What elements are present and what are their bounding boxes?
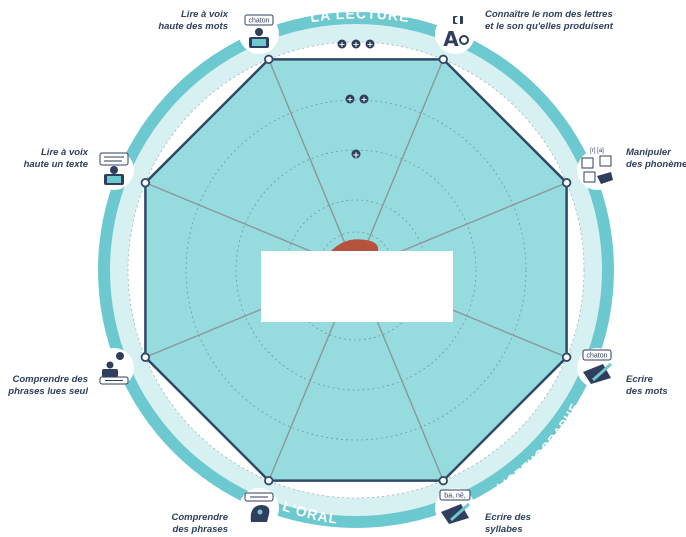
- svg-text:Comprendre: Comprendre: [172, 512, 229, 523]
- skill-icon-syllabes: ba, né,: [435, 488, 475, 528]
- vertex-dot-6: [264, 475, 274, 486]
- svg-text:syllabes: syllabes: [485, 524, 523, 535]
- level-marker-1: +: [351, 149, 361, 161]
- skill-icon-comprendre-lues: [94, 348, 134, 388]
- svg-text:des mots: des mots: [626, 386, 668, 397]
- skill-icon-ecrire-mots: chaton: [577, 348, 617, 388]
- svg-text:ba, né,: ba, né,: [444, 493, 465, 500]
- svg-text:+: +: [367, 40, 374, 49]
- svg-text:chaton: chaton: [248, 18, 269, 25]
- level-marker-2: + +: [345, 94, 369, 104]
- vertex-dot-8: [140, 178, 151, 188]
- svg-text:Ecrire des: Ecrire des: [485, 512, 531, 523]
- skill-icon-lire-texte: [94, 150, 134, 190]
- skill-label-lettres: Connaître le nom des lettres et le son q…: [485, 9, 614, 32]
- svg-text:+: +: [347, 95, 354, 104]
- skill-label-lire-texte: Lire à voix haute un texte: [24, 147, 89, 170]
- svg-text:Connaître le nom des lettres: Connaître le nom des lettres: [485, 9, 613, 20]
- level-circle-3: [185, 99, 527, 441]
- skill-label-syllabes: Ecrire des syllabes: [485, 512, 531, 535]
- svg-text:A: A: [443, 27, 459, 51]
- svg-text:+: +: [353, 40, 360, 49]
- svg-text:des phonème: des phonème: [626, 159, 686, 170]
- svg-text:des phrases: des phrases: [173, 524, 228, 535]
- vertex-dot-7: [140, 352, 151, 362]
- skill-icon-lettres: A: [435, 14, 475, 54]
- skill-label-ecrire-mots: Ecrire des mots: [626, 374, 668, 397]
- vertex-dot-3: [561, 178, 572, 188]
- skill-icon-phonemes: [r] [a]: [577, 148, 617, 190]
- svg-text:haute un texte: haute un texte: [24, 159, 89, 170]
- svg-text:Lire à voix: Lire à voix: [41, 147, 89, 158]
- vertex-dot-5: [438, 475, 448, 486]
- svg-text:chaton: chaton: [586, 353, 607, 360]
- skill-icon-lire-mots: chaton: [239, 14, 279, 54]
- skill-label-comprendre-phrases: Comprendre des phrases: [172, 512, 229, 535]
- svg-text:Manipuler: Manipuler: [626, 147, 672, 158]
- spoke-2: [355, 59, 444, 271]
- svg-text:Lire à voix: Lire à voix: [181, 9, 229, 20]
- svg-text:[r] [a]: [r] [a]: [590, 148, 604, 154]
- spoke-1: [268, 59, 357, 271]
- skill-label-phonemes: Manipuler des phonème: [626, 147, 686, 170]
- svg-text:+: +: [361, 95, 368, 104]
- skill-label-lire-mots: Lire à voix haute des mots: [158, 9, 228, 32]
- vertex-dot-2: [438, 54, 448, 65]
- vertex-dot-1: [264, 54, 274, 65]
- svg-text:Comprendre des: Comprendre des: [13, 374, 89, 385]
- vertex-dots: [140, 54, 572, 486]
- svg-text:Ecrire: Ecrire: [626, 374, 654, 385]
- svg-text:+: +: [352, 151, 360, 161]
- redacted-block: [261, 251, 453, 322]
- vertex-dot-4: [561, 352, 572, 362]
- skill-label-comprendre-lues: Comprendre des phrases lues seul: [7, 374, 88, 397]
- svg-text:phrases lues seul: phrases lues seul: [7, 386, 88, 397]
- skill-icon-comprendre-phrases: [239, 488, 279, 528]
- svg-text:haute des mots: haute des mots: [158, 21, 228, 32]
- level-marker-3: + + +: [337, 39, 375, 49]
- svg-text:+: +: [339, 40, 346, 49]
- section-label-lecture: LA LECTURE: [309, 5, 411, 25]
- svg-text:et le son qu'elles produisent: et le son qu'elles produisent: [485, 21, 614, 32]
